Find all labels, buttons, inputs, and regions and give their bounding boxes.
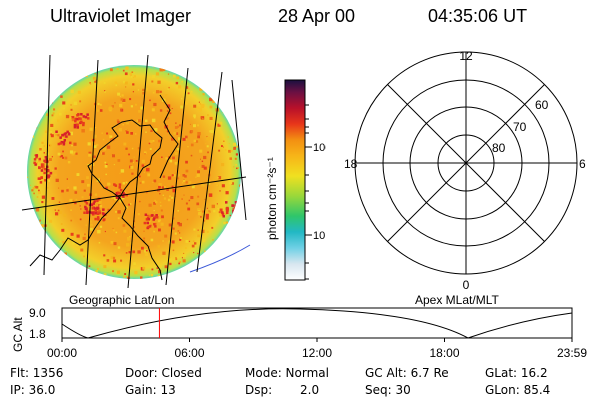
earth-disk	[27, 65, 241, 279]
orbit-plot: GC Alt 9.0 1.8 00:00 06:00 12:00 18:00 2…	[11, 306, 587, 360]
uv-image-panel	[21, 54, 251, 289]
emission-speckles	[27, 65, 241, 279]
orbit-ylabel: GC Alt	[11, 317, 25, 352]
colorbar: 100 10 photon cm⁻²s⁻¹	[265, 79, 326, 281]
lat-label-60: 60	[535, 98, 549, 112]
orbit-xticks	[61, 338, 573, 342]
dsp-value: 2.0	[300, 383, 320, 397]
coastline	[29, 119, 163, 281]
limb-arc	[189, 244, 251, 273]
orbit-xtick-2: 12:00	[302, 346, 332, 360]
orbit-xtick-4: 23:59	[557, 346, 587, 360]
dsp-label: Dsp:	[245, 383, 273, 397]
orbit-ytick-high: 9.0	[29, 306, 46, 320]
mode-status: Mode: Normal	[245, 366, 329, 380]
colorbar-unit-label: photon cm⁻²s⁻¹	[265, 157, 279, 240]
apex-caption: Apex MLat/MLT	[415, 293, 499, 307]
door-status: Door: Closed	[125, 366, 202, 380]
orbit-xtick-0: 00:00	[47, 346, 77, 360]
coastline-east	[159, 94, 179, 179]
mlt-label-12: 12	[459, 49, 473, 63]
instrument-title: Ultraviolet Imager	[50, 6, 192, 26]
colorbar-ticks	[305, 104, 312, 280]
lat-label-80: 80	[492, 141, 506, 155]
orbit-frame	[61, 307, 573, 339]
time-label: 04:35:06 UT	[428, 6, 528, 26]
gain-value: Gain: 13	[125, 383, 176, 397]
geographic-latitude: GLat: 16.2	[485, 366, 548, 380]
flight-number: Flt: 1356	[10, 366, 64, 380]
date-label: 28 Apr 00	[278, 6, 356, 26]
lat-label-70: 70	[513, 120, 527, 134]
mlt-label-0: 0	[463, 278, 470, 292]
ip-value: IP: 36.0	[10, 383, 56, 397]
orbit-ytick-low: 1.8	[29, 327, 46, 341]
orbit-xtick-1: 06:00	[174, 346, 204, 360]
polar-grid	[354, 51, 578, 275]
mlt-label-6: 6	[579, 157, 586, 171]
gc-altitude: GC Alt: 6.7 Re	[365, 366, 449, 380]
geographic-caption: Geographic Lat/Lon	[69, 293, 175, 307]
graticule	[21, 54, 247, 289]
orbit-xtick-3: 18:00	[429, 346, 459, 360]
colorbar-tick-100: 100	[313, 142, 326, 154]
polar-plot: 12 18 6 0 60 70 80	[344, 49, 586, 292]
mlt-label-18: 18	[344, 157, 358, 171]
colorbar-tick-10: 10	[313, 230, 325, 242]
colorbar-gradient	[284, 79, 306, 281]
orbit-altitude-curve	[61, 308, 573, 339]
geographic-longitude: GLon: 85.4	[485, 383, 551, 397]
sequence-number: Seq: 30	[365, 383, 411, 397]
